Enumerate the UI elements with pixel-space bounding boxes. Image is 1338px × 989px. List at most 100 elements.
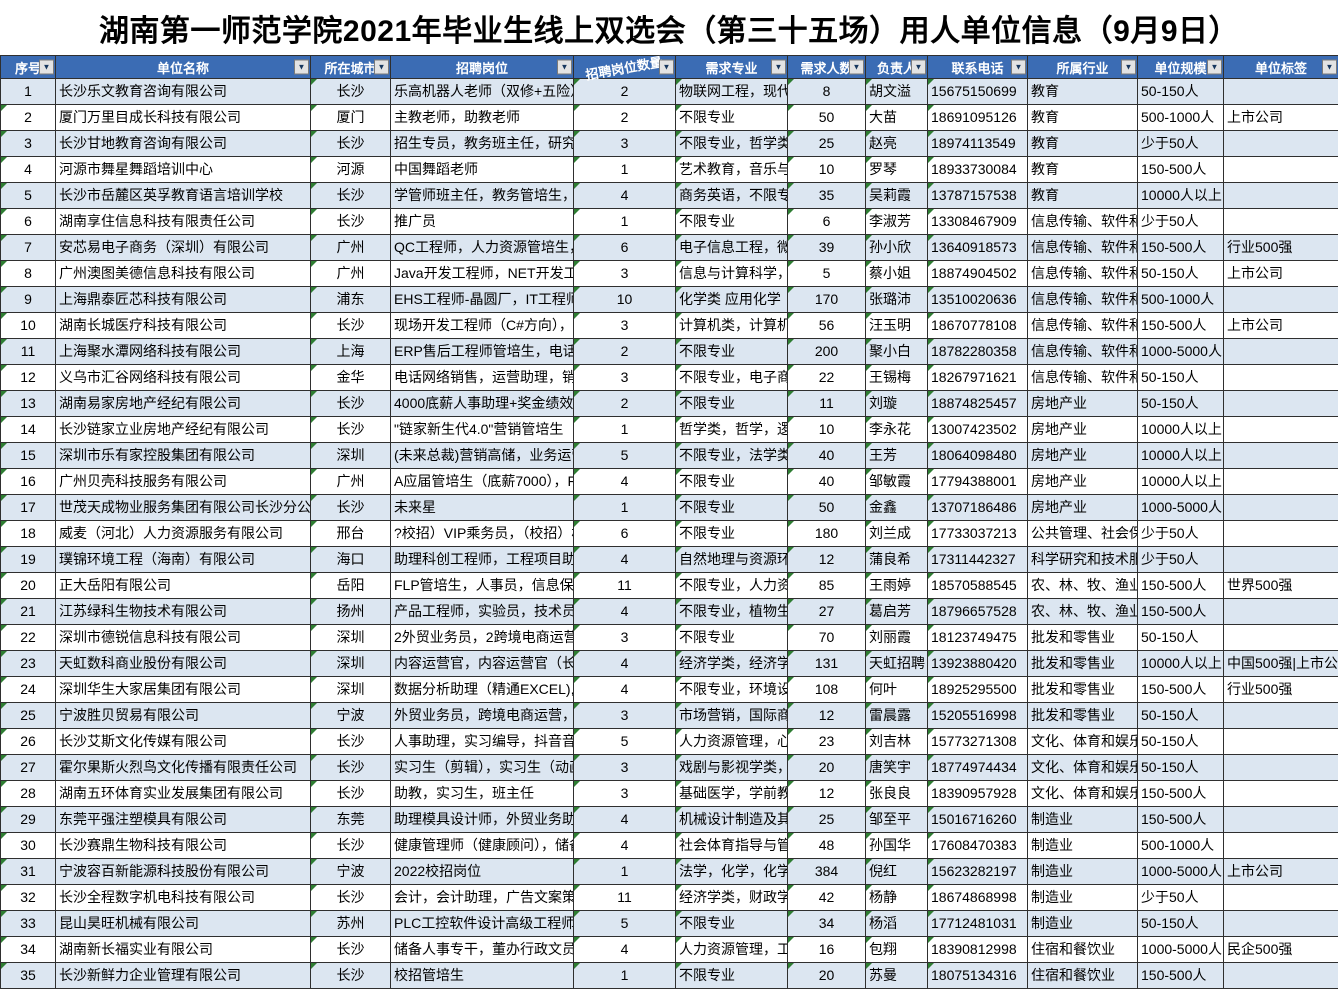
cell-city[interactable]: 长沙 — [311, 729, 391, 755]
cell-seq[interactable]: 23 — [1, 651, 56, 677]
cell-city[interactable]: 浦东 — [311, 287, 391, 313]
cell-city[interactable]: 深圳 — [311, 651, 391, 677]
cell-seq[interactable]: 5 — [1, 183, 56, 209]
cell-count[interactable]: 3 — [574, 781, 676, 807]
cell-city[interactable]: 金华 — [311, 365, 391, 391]
cell-scale[interactable]: 150-500人 — [1138, 235, 1224, 261]
cell-demand[interactable]: 25 — [788, 131, 866, 157]
cell-city[interactable]: 东莞 — [311, 807, 391, 833]
cell-major[interactable]: 不限专业，人力资源 — [676, 573, 788, 599]
cell-phone[interactable]: 18570588545 — [928, 573, 1028, 599]
cell-contact[interactable]: 张良良 — [866, 781, 928, 807]
cell-demand[interactable]: 131 — [788, 651, 866, 677]
cell-position[interactable]: QC工程师，人力资源管培生， — [391, 235, 574, 261]
cell-scale[interactable]: 50-150人 — [1138, 729, 1224, 755]
cell-demand[interactable]: 40 — [788, 469, 866, 495]
cell-company[interactable]: 湖南享住信息科技有限责任公司 — [56, 209, 311, 235]
cell-industry[interactable]: 教育 — [1028, 183, 1138, 209]
cell-count[interactable]: 4 — [574, 677, 676, 703]
cell-tag[interactable]: 中国500强|上市公司 — [1224, 651, 1338, 677]
cell-count[interactable]: 1 — [574, 417, 676, 443]
cell-position[interactable]: 校招管培生 — [391, 963, 574, 989]
cell-city[interactable]: 长沙 — [311, 313, 391, 339]
cell-scale[interactable]: 150-500人 — [1138, 599, 1224, 625]
cell-count[interactable]: 2 — [574, 391, 676, 417]
cell-position[interactable]: 乐高机器人老师（双修+五险） — [391, 79, 574, 105]
column-header-tag[interactable]: 单位标签 ▼ — [1224, 56, 1338, 79]
cell-major[interactable]: 人力资源管理，心理 — [676, 729, 788, 755]
cell-seq[interactable]: 27 — [1, 755, 56, 781]
cell-company[interactable]: 深圳市乐有家控股集团有限公司 — [56, 443, 311, 469]
cell-seq[interactable]: 33 — [1, 911, 56, 937]
cell-tag[interactable] — [1224, 495, 1338, 521]
cell-count[interactable]: 3 — [574, 703, 676, 729]
cell-city[interactable]: 长沙 — [311, 417, 391, 443]
cell-industry[interactable]: 信息传输、软件和 — [1028, 339, 1138, 365]
cell-tag[interactable]: 行业500强 — [1224, 677, 1338, 703]
cell-company[interactable]: 安芯易电子商务（深圳）有限公司 — [56, 235, 311, 261]
cell-industry[interactable]: 教育 — [1028, 105, 1138, 131]
cell-city[interactable]: 深圳 — [311, 625, 391, 651]
cell-contact[interactable]: 刘丽霞 — [866, 625, 928, 651]
cell-contact[interactable]: 刘兰成 — [866, 521, 928, 547]
cell-seq[interactable]: 20 — [1, 573, 56, 599]
column-header-company[interactable]: 单位名称 ▼ — [56, 56, 311, 79]
cell-count[interactable]: 5 — [574, 729, 676, 755]
cell-phone[interactable]: 13787157538 — [928, 183, 1028, 209]
cell-tag[interactable]: 上市公司 — [1224, 859, 1338, 885]
cell-contact[interactable]: 大苗 — [866, 105, 928, 131]
cell-phone[interactable]: 17733037213 — [928, 521, 1028, 547]
cell-seq[interactable]: 9 — [1, 287, 56, 313]
cell-seq[interactable]: 28 — [1, 781, 56, 807]
cell-tag[interactable] — [1224, 911, 1338, 937]
cell-count[interactable]: 1 — [574, 157, 676, 183]
cell-phone[interactable]: 13510020636 — [928, 287, 1028, 313]
cell-contact[interactable]: 王锡梅 — [866, 365, 928, 391]
cell-major[interactable]: 不限专业 — [676, 209, 788, 235]
cell-major[interactable]: 艺术教育，音乐与数 — [676, 157, 788, 183]
cell-tag[interactable] — [1224, 287, 1338, 313]
cell-industry[interactable]: 住宿和餐饮业 — [1028, 963, 1138, 989]
cell-city[interactable]: 长沙 — [311, 79, 391, 105]
cell-seq[interactable]: 17 — [1, 495, 56, 521]
cell-demand[interactable]: 20 — [788, 755, 866, 781]
cell-count[interactable]: 2 — [574, 339, 676, 365]
cell-major[interactable]: 人力资源管理，工商 — [676, 937, 788, 963]
cell-phone[interactable]: 18925295500 — [928, 677, 1028, 703]
cell-position[interactable]: 推广员 — [391, 209, 574, 235]
cell-tag[interactable] — [1224, 183, 1338, 209]
cell-industry[interactable]: 信息传输、软件和 — [1028, 235, 1138, 261]
cell-seq[interactable]: 21 — [1, 599, 56, 625]
cell-count[interactable]: 1 — [574, 859, 676, 885]
cell-phone[interactable]: 18774974434 — [928, 755, 1028, 781]
cell-contact[interactable]: 刘吉林 — [866, 729, 928, 755]
cell-seq[interactable]: 29 — [1, 807, 56, 833]
cell-count[interactable]: 4 — [574, 599, 676, 625]
cell-scale[interactable]: 50-150人 — [1138, 911, 1224, 937]
filter-button-contact[interactable]: ▼ — [911, 59, 926, 75]
cell-position[interactable]: FLP管培生，人事员，信息保管 — [391, 573, 574, 599]
column-header-contact[interactable]: 负责人 ▼ — [866, 56, 928, 79]
cell-seq[interactable]: 35 — [1, 963, 56, 989]
cell-tag[interactable] — [1224, 599, 1338, 625]
cell-industry[interactable]: 教育 — [1028, 157, 1138, 183]
filter-button-company[interactable]: ▼ — [294, 59, 309, 75]
cell-company[interactable]: 湖南新长福实业有限公司 — [56, 937, 311, 963]
cell-contact[interactable]: 杨静 — [866, 885, 928, 911]
cell-company[interactable]: 长沙艾斯文化传媒有限公司 — [56, 729, 311, 755]
cell-industry[interactable]: 制造业 — [1028, 911, 1138, 937]
cell-seq[interactable]: 2 — [1, 105, 56, 131]
cell-tag[interactable]: 民企500强 — [1224, 937, 1338, 963]
cell-company[interactable]: 长沙甘地教育咨询有限公司 — [56, 131, 311, 157]
cell-company[interactable]: 宁波胜贝贸易有限公司 — [56, 703, 311, 729]
cell-company[interactable]: 璞锦环境工程（海南）有限公司 — [56, 547, 311, 573]
cell-tag[interactable] — [1224, 443, 1338, 469]
filter-button-tag[interactable]: ▼ — [1322, 59, 1337, 75]
cell-demand[interactable]: 16 — [788, 937, 866, 963]
cell-count[interactable]: 1 — [574, 495, 676, 521]
cell-industry[interactable]: 房地产业 — [1028, 469, 1138, 495]
cell-demand[interactable]: 23 — [788, 729, 866, 755]
cell-count[interactable]: 2 — [574, 79, 676, 105]
cell-tag[interactable] — [1224, 157, 1338, 183]
cell-city[interactable]: 河源 — [311, 157, 391, 183]
